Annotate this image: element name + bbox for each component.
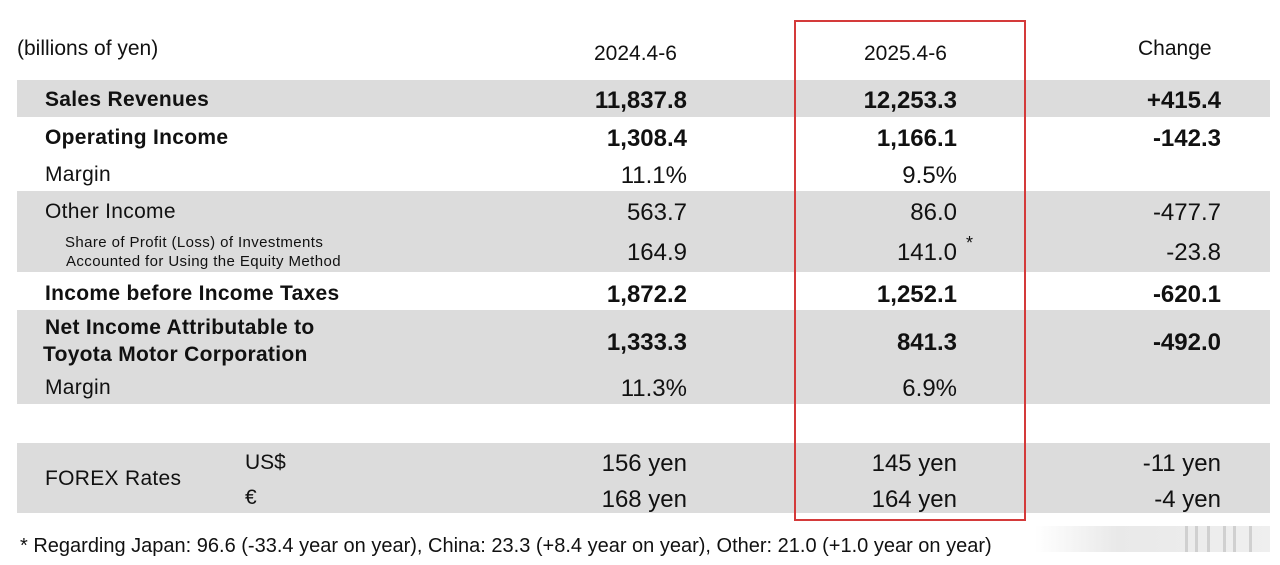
- row-band-forex: [17, 443, 1270, 513]
- net-margin-2025-value: 6.9%: [902, 375, 957, 402]
- pretax-2025-value: 1,252.1: [876, 281, 957, 308]
- usd-2024-value: 156 yen: [601, 450, 687, 477]
- op-margin-2025-value: 9.5%: [902, 162, 957, 189]
- column-header-2025: 2025.4-6: [864, 42, 947, 65]
- other-income-2024-value: 563.7: [626, 199, 687, 226]
- usd-2025-value: 145 yen: [871, 450, 957, 477]
- equity-method-2025-value: 141.0: [896, 239, 957, 266]
- currency-label-usd: US$: [245, 451, 286, 474]
- row-label-net-margin: Margin: [45, 376, 111, 399]
- other-income-2025-value: 86.0: [910, 199, 957, 226]
- row-label-forex-rates: FOREX Rates: [45, 467, 182, 490]
- currency-label-eur: €: [245, 486, 257, 509]
- row-label-operating-income: Operating Income: [45, 126, 229, 149]
- row-label-equity-method-line1: Share of Profit (Loss) of Investments: [65, 234, 324, 251]
- other-income-change-value: -477.7: [1152, 199, 1221, 226]
- watermark-strip: [1035, 526, 1270, 552]
- column-header-change: Change: [1138, 37, 1212, 60]
- footnote-marker: *: [966, 233, 974, 253]
- eur-2025-value: 164 yen: [871, 486, 957, 513]
- footnote-text: * Regarding Japan: 96.6 (-33.4 year on y…: [20, 535, 992, 557]
- sales-2024-value: 11,837.8: [594, 87, 687, 114]
- column-header-2024: 2024.4-6: [594, 42, 677, 65]
- row-band-sales: [17, 80, 1270, 117]
- equity-method-2024-value: 164.9: [626, 239, 687, 266]
- net-income-2024-value: 1,333.3: [606, 329, 687, 356]
- pretax-change-value: -620.1: [1152, 281, 1221, 308]
- net-income-change-value: -492.0: [1152, 329, 1221, 356]
- row-label-operating-margin: Margin: [45, 163, 111, 186]
- equity-method-change-value: -23.8: [1166, 239, 1221, 266]
- unit-label: (billions of yen): [17, 37, 159, 60]
- row-label-income-before-taxes: Income before Income Taxes: [45, 282, 340, 305]
- eur-change-value: -4 yen: [1154, 486, 1221, 513]
- row-label-sales-revenues: Sales Revenues: [45, 88, 210, 111]
- net-margin-2024-value: 11.3%: [620, 375, 687, 402]
- net-income-2025-value: 841.3: [896, 329, 957, 356]
- usd-change-value: -11 yen: [1142, 450, 1221, 477]
- pretax-2024-value: 1,872.2: [606, 281, 687, 308]
- row-label-other-income: Other Income: [45, 200, 176, 223]
- sales-2025-value: 12,253.3: [863, 87, 957, 114]
- op-income-2025-value: 1,166.1: [876, 125, 957, 152]
- row-label-net-income-line1: Net Income Attributable to: [45, 316, 315, 339]
- highlight-box-2025-column: [794, 20, 1026, 521]
- sales-change-value: +415.4: [1146, 87, 1221, 114]
- row-label-equity-method-line2: Accounted for Using the Equity Method: [66, 253, 341, 270]
- op-income-change-value: -142.3: [1152, 125, 1221, 152]
- eur-2024-value: 168 yen: [601, 486, 687, 513]
- op-income-2024-value: 1,308.4: [606, 125, 687, 152]
- op-margin-2024-value: 11.1%: [620, 162, 687, 189]
- row-band-other-income: [17, 191, 1270, 272]
- row-label-net-income-line2: Toyota Motor Corporation: [43, 343, 308, 366]
- row-band-net-income: [17, 310, 1270, 404]
